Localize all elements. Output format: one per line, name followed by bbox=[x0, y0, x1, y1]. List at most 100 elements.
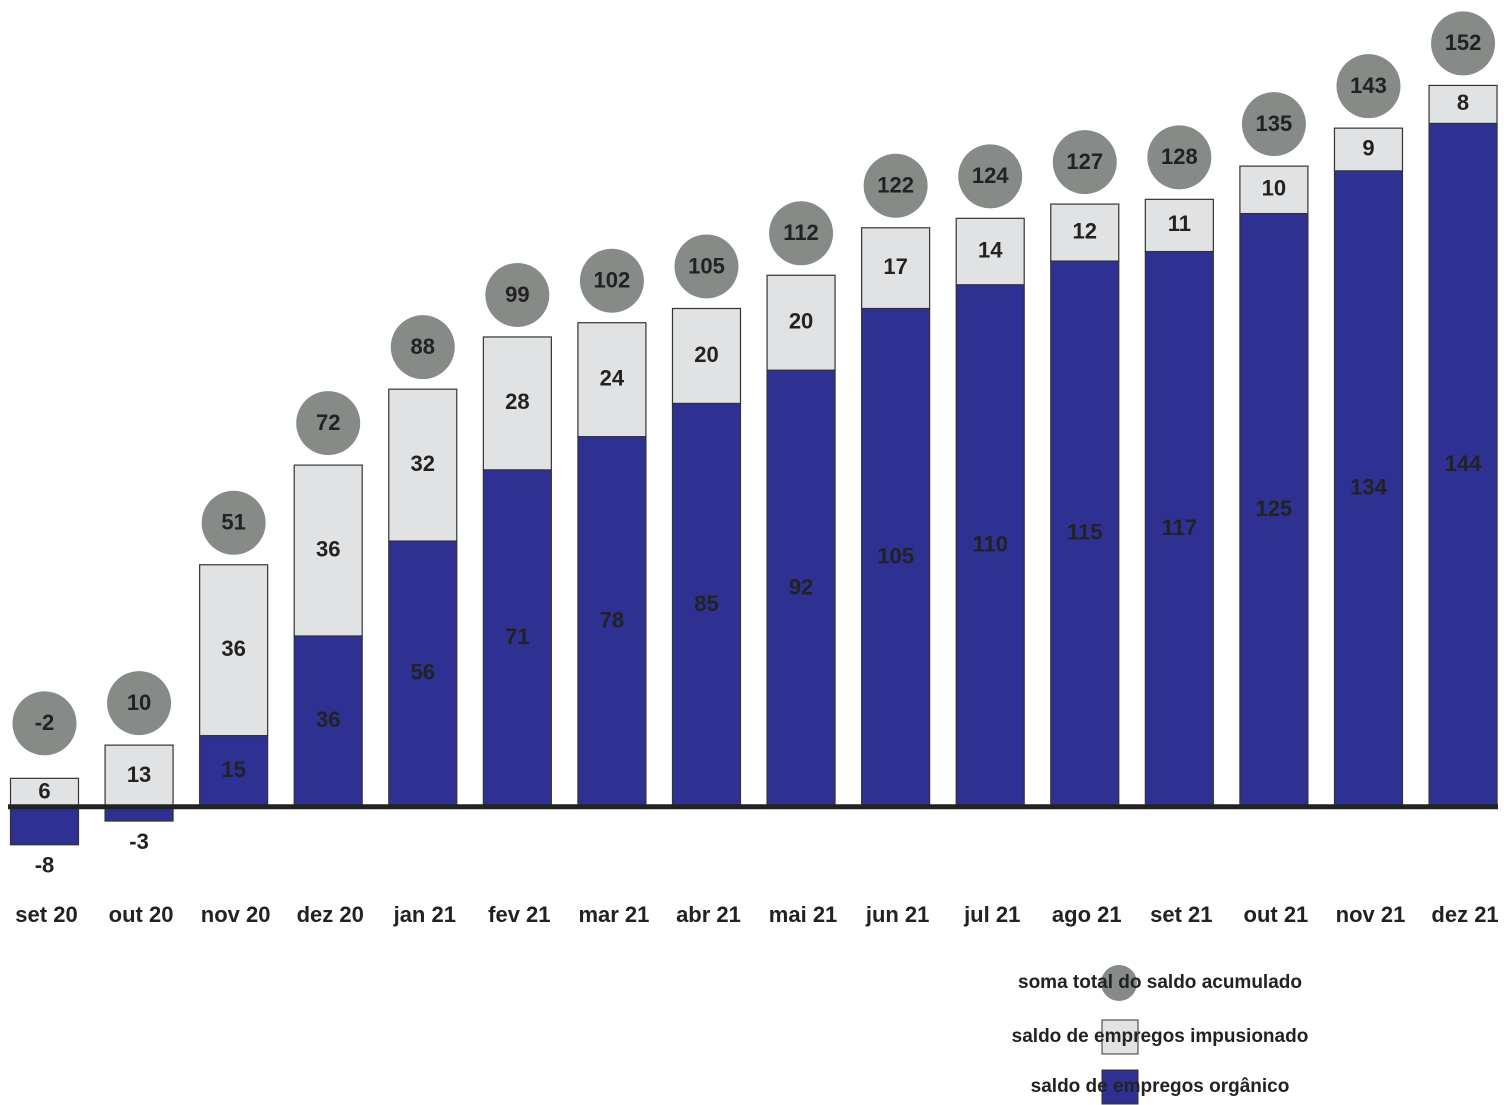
total-label: 105 bbox=[688, 253, 725, 278]
bar-segment bbox=[1428, 84, 1498, 124]
total-marker bbox=[1241, 92, 1306, 157]
x-tick-label: set 21 bbox=[1150, 902, 1212, 927]
bar-segment bbox=[1144, 198, 1214, 253]
total-marker bbox=[1431, 11, 1496, 76]
total-label: 152 bbox=[1445, 30, 1482, 55]
x-tick-label: nov 21 bbox=[1336, 902, 1406, 927]
total-label: 72 bbox=[316, 410, 340, 435]
bar-segment bbox=[199, 564, 269, 737]
total-label: 88 bbox=[411, 334, 435, 359]
value-label: 13 bbox=[127, 762, 151, 787]
x-tick-label: ago 21 bbox=[1052, 902, 1122, 927]
legend-label: saldo de empregos impusionado bbox=[1012, 1026, 1309, 1047]
total-marker bbox=[201, 490, 266, 555]
bar-segment bbox=[577, 322, 647, 438]
total-marker bbox=[390, 315, 455, 380]
value-label: 20 bbox=[789, 309, 813, 334]
value-label: 28 bbox=[505, 389, 529, 414]
bar-segment bbox=[104, 744, 174, 808]
value-label: 117 bbox=[1162, 515, 1198, 540]
total-marker bbox=[863, 153, 928, 218]
bar-segment bbox=[388, 540, 458, 808]
x-tick-label: fev 21 bbox=[488, 902, 550, 927]
value-label: 12 bbox=[1073, 218, 1097, 243]
bar-segment bbox=[861, 227, 931, 310]
bar-segment bbox=[1428, 122, 1498, 808]
x-tick-label: abr 21 bbox=[676, 902, 741, 927]
total-label: 51 bbox=[221, 510, 245, 535]
bar-segment bbox=[1050, 260, 1120, 808]
total-marker bbox=[1336, 54, 1401, 119]
bar-segment bbox=[861, 307, 931, 808]
total-label: 128 bbox=[1161, 144, 1198, 169]
value-label: 144 bbox=[1445, 451, 1482, 476]
bar-segment bbox=[199, 735, 269, 808]
value-label: 24 bbox=[600, 365, 625, 390]
value-label: -3 bbox=[129, 829, 149, 854]
bar-segment bbox=[1333, 170, 1404, 808]
bar-segment bbox=[1050, 203, 1120, 262]
value-label: 6 bbox=[38, 778, 50, 803]
value-label: -8 bbox=[35, 853, 55, 878]
bar-segment bbox=[293, 464, 363, 637]
bar-segment bbox=[955, 217, 1025, 286]
value-label: 134 bbox=[1350, 475, 1387, 500]
value-label: 8 bbox=[1457, 90, 1469, 115]
bar-segment bbox=[671, 402, 742, 808]
bar-segment bbox=[1144, 250, 1214, 808]
total-marker bbox=[579, 248, 644, 313]
x-tick-label: set 20 bbox=[15, 902, 77, 927]
value-label: 17 bbox=[883, 254, 907, 279]
legend-label: soma total do saldo acumulado bbox=[1018, 972, 1302, 993]
bar-segment bbox=[766, 369, 836, 808]
total-label: 127 bbox=[1066, 149, 1103, 174]
value-label: 10 bbox=[1262, 176, 1286, 201]
bar-segment bbox=[955, 284, 1025, 808]
value-label: 71 bbox=[505, 624, 529, 649]
value-label: 11 bbox=[1168, 211, 1191, 236]
value-label: 105 bbox=[877, 543, 914, 568]
x-tick-label: dez 21 bbox=[1431, 902, 1498, 927]
value-label: 36 bbox=[316, 536, 340, 561]
total-marker bbox=[958, 144, 1023, 209]
total-label: 143 bbox=[1350, 73, 1387, 98]
bar-segment bbox=[9, 777, 80, 808]
legend-marker bbox=[1101, 965, 1137, 1001]
bar-segment bbox=[1333, 127, 1404, 172]
value-label: 36 bbox=[316, 707, 340, 732]
x-tick-label: jun 21 bbox=[865, 902, 930, 927]
x-tick-label: out 20 bbox=[109, 902, 174, 927]
total-label: 10 bbox=[127, 690, 151, 715]
legend-label: saldo de empregos orgânico bbox=[1031, 1076, 1290, 1097]
value-label: 15 bbox=[221, 757, 245, 782]
bar-segment bbox=[671, 307, 742, 405]
x-tick-label: dez 20 bbox=[297, 902, 364, 927]
x-tick-label: jan 21 bbox=[393, 902, 456, 927]
bar-segment bbox=[9, 806, 80, 846]
x-tick-label: nov 20 bbox=[201, 902, 271, 927]
bar-segment bbox=[482, 469, 552, 808]
total-label: 135 bbox=[1256, 111, 1293, 136]
bar-segment bbox=[1239, 165, 1309, 215]
total-label: 122 bbox=[877, 173, 914, 198]
value-label: 20 bbox=[694, 342, 718, 367]
value-label: 9 bbox=[1362, 135, 1374, 160]
value-label: 14 bbox=[978, 237, 1003, 262]
value-label: 78 bbox=[600, 608, 624, 633]
legend-marker bbox=[1101, 1069, 1139, 1105]
bar-segment bbox=[482, 336, 552, 471]
x-tick-label: mar 21 bbox=[578, 902, 649, 927]
value-label: 92 bbox=[789, 574, 813, 599]
value-label: 36 bbox=[221, 636, 245, 661]
total-label: 124 bbox=[972, 163, 1009, 188]
total-marker bbox=[12, 691, 77, 756]
value-label: 56 bbox=[411, 660, 435, 685]
total-label: 112 bbox=[783, 220, 819, 245]
total-marker bbox=[769, 201, 834, 266]
total-marker bbox=[1052, 130, 1117, 195]
bar-segment bbox=[293, 635, 363, 808]
total-marker bbox=[107, 671, 172, 736]
total-marker bbox=[674, 234, 739, 299]
value-label: 115 bbox=[1067, 520, 1103, 545]
